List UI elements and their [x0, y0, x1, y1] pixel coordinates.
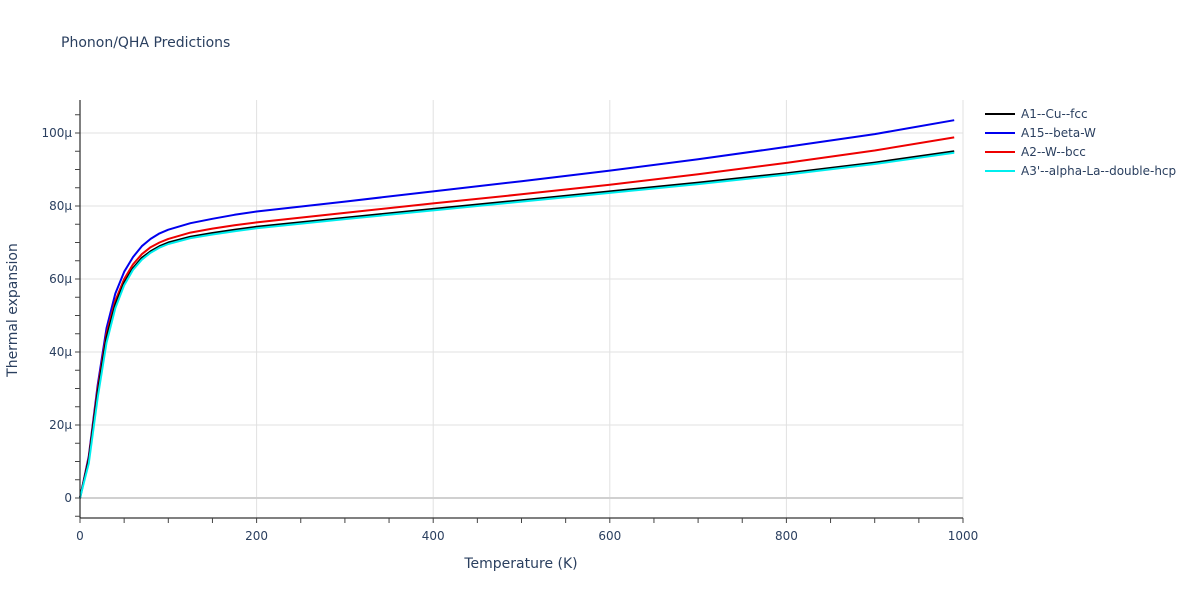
gridlines	[80, 100, 964, 518]
x-tick-label: 400	[422, 529, 445, 543]
series-line-a2-w-bcc[interactable]	[79, 136, 955, 499]
x-tick-label: 600	[598, 529, 621, 543]
series-line-a1-cu-fcc[interactable]	[79, 150, 955, 499]
legend-item[interactable]: A15--beta-W	[985, 123, 1176, 142]
series-lines	[79, 119, 955, 499]
y-tick-label: 100μ	[41, 126, 72, 140]
x-tick-label: 0	[76, 529, 84, 543]
legend-label: A15--beta-W	[1021, 125, 1096, 140]
x-tick-label: 1000	[948, 529, 979, 543]
y-tick-label: 40μ	[49, 345, 72, 359]
legend-label: A3'--alpha-La--double-hcp	[1021, 163, 1177, 178]
y-tick-label: 80μ	[49, 199, 72, 213]
x-axis-ticks: 0 200 400 600 800 1000	[76, 518, 978, 543]
y-tick-label: 0	[64, 491, 72, 505]
series-line-a15-beta-w[interactable]	[79, 119, 955, 499]
series-line-a3-alpha-la-double-hcp[interactable]	[79, 151, 955, 499]
x-axis-title: Temperature (K)	[463, 556, 577, 572]
y-tick-label: 20μ	[49, 418, 72, 432]
x-tick-label: 800	[775, 529, 798, 543]
legend-item[interactable]: A1--Cu--fcc	[985, 104, 1176, 123]
legend-item[interactable]: A3'--alpha-La--double-hcp	[985, 161, 1176, 180]
legend-line-icon	[985, 131, 1015, 134]
legend-label: A1--Cu--fcc	[1021, 106, 1088, 121]
x-tick-label: 200	[245, 529, 268, 543]
y-tick-label: 60μ	[49, 272, 72, 286]
y-axis-title: Thermal expansion	[5, 243, 21, 378]
y-axis-ticks: 0 20μ 40μ 60μ 80μ 100μ	[41, 114, 80, 517]
axes	[79, 100, 963, 519]
legend-item[interactable]: A2--W--bcc	[985, 142, 1176, 161]
legend-line-icon	[985, 150, 1015, 153]
chart-title: Phonon/QHA Predictions	[61, 35, 231, 51]
legend-label: A2--W--bcc	[1021, 144, 1086, 159]
legend-line-icon	[985, 112, 1015, 115]
legend: A1--Cu--fcc A15--beta-W A2--W--bcc A3'--alp…	[985, 104, 1176, 180]
legend-line-icon	[985, 169, 1015, 172]
